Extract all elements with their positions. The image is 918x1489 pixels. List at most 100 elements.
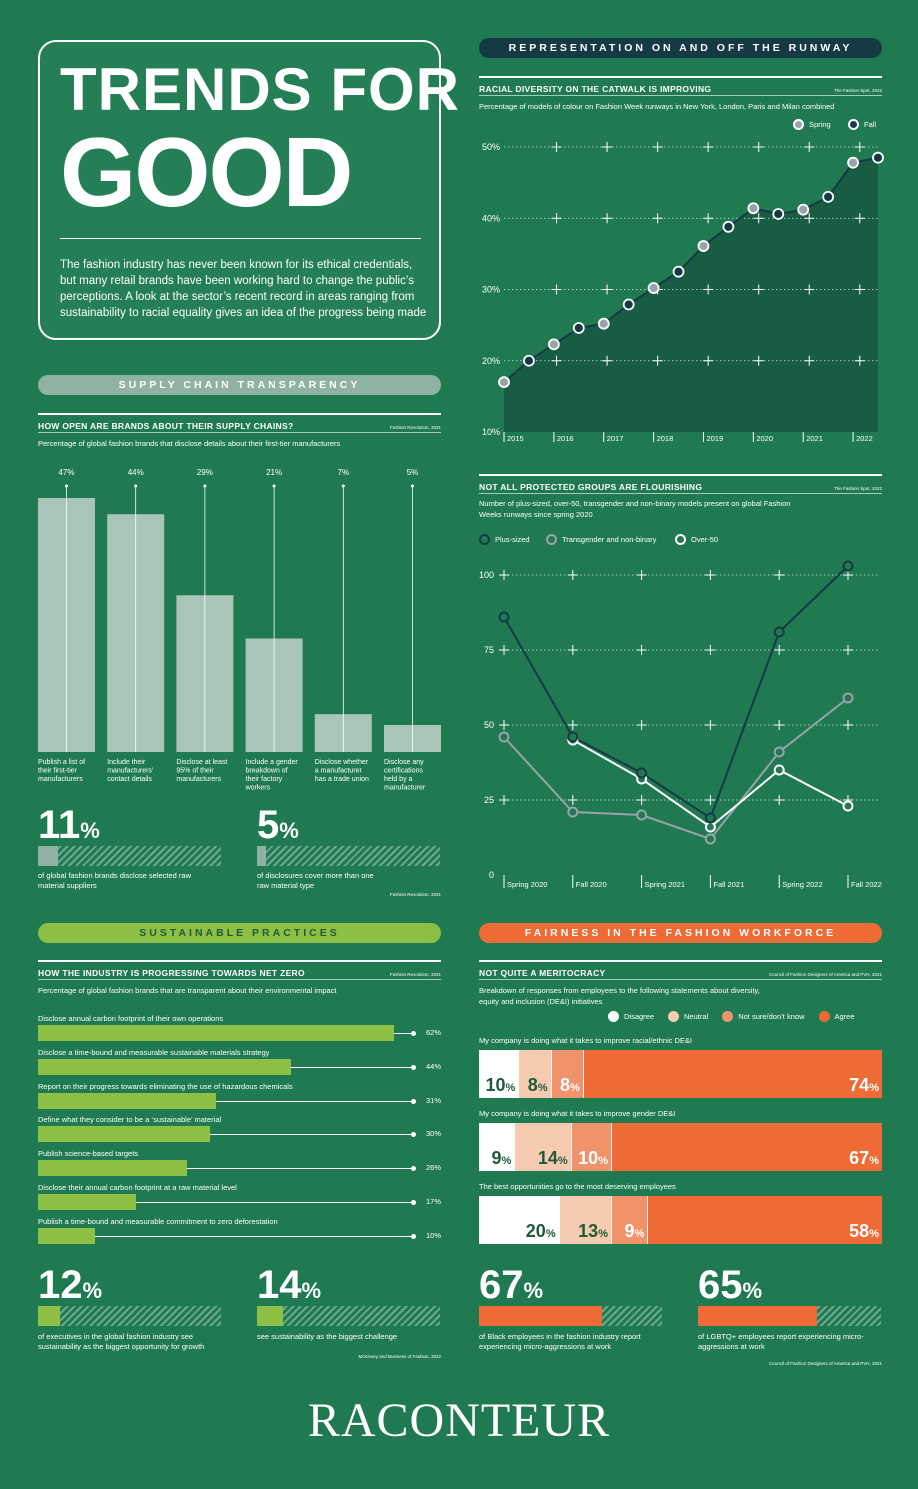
meritocracy-chart-subtitle: Breakdown of responses from employees to… [479, 986, 760, 1006]
supply-chart-title: HOW OPEN ARE BRANDS ABOUT THEIR SUPPLY C… [38, 421, 294, 431]
grid-cross [774, 645, 785, 655]
label-line: Publish a list of [38, 759, 85, 766]
grid-cross [551, 284, 562, 295]
series-line [503, 697, 849, 841]
bar-category-label: Publish a list of their first-tier manufac… [38, 759, 85, 783]
stack-segment: 67% [611, 1123, 882, 1171]
stat-bar-track [257, 846, 440, 866]
legend-dot [818, 1011, 830, 1022]
label-line: workers [245, 785, 271, 792]
grid-cross [843, 645, 853, 655]
legend-dot [675, 534, 686, 545]
x-tick-label: 2022 [856, 434, 873, 443]
y-tick-label: 75 [484, 645, 494, 655]
grid-cross [705, 720, 716, 730]
bar-category-label: Disclose whether a manufacturer has a trad… [315, 759, 369, 783]
stat-bar-track [38, 1306, 221, 1326]
data-point [722, 220, 735, 233]
x-tick-label: 2016 [557, 434, 574, 443]
x-tick-label: 2019 [706, 434, 723, 443]
stat-text-11: of global fashion brands disclose select… [38, 871, 192, 890]
stat-source: Council of Fashion Designers of America … [768, 1361, 882, 1366]
racial-area-chart: 10% 20% 30% 40% 50% 2015 2016 2017 2018 2019 2020 2… [482, 142, 884, 443]
data-point [872, 151, 884, 164]
hbar [38, 1025, 395, 1041]
hbar-end-dot [411, 1233, 416, 1239]
hbar-value: 26% [425, 1163, 441, 1173]
data-point [498, 376, 510, 389]
x-tick-label: Fall 2022 [851, 880, 882, 889]
data-point [847, 156, 859, 169]
legend-plus-sized: Plus-sized [479, 534, 530, 545]
x-tick-label: Fall 2020 [576, 880, 607, 889]
grid-cross [602, 284, 613, 295]
label-line: a manufacturer [315, 768, 363, 775]
meritocracy-stacked-chart: My company is doing what it takes to imp… [479, 1036, 882, 1246]
meritocracy-chart-source: Council of Fashion Designers of America … [768, 972, 882, 977]
hbar [38, 1227, 96, 1244]
label-line: their first-tier [38, 768, 78, 775]
meritocracy-legend: Disagree Neutral Not sure/don’t know Agree [608, 1011, 855, 1022]
grid-cross [602, 142, 613, 152]
grid-cross [602, 213, 613, 224]
legend-label: Disagree [624, 1012, 655, 1021]
x-tick-label: Spring 2021 [645, 880, 685, 889]
stack-segment: 74% [583, 1050, 882, 1098]
data-point [636, 809, 648, 821]
y-tick-label: 0 [489, 870, 494, 880]
data-point [842, 800, 854, 812]
hbar-value: 10% [425, 1230, 441, 1240]
bar-guide-dot [65, 484, 68, 488]
hbar-track [38, 1100, 413, 1102]
grid-cross [804, 284, 815, 295]
section-rule [38, 960, 441, 962]
bar-guide-dot [203, 484, 207, 488]
stat-text-67: of Black employees in the fashion indust… [479, 1332, 641, 1351]
label-line: their factory [246, 776, 283, 783]
intro-text: The fashion industry has never been know… [60, 259, 427, 319]
racial-chart-title: RACIAL DIVERSITY ON THE CATWALK IS IMPRO… [479, 84, 712, 94]
grid-cross [636, 795, 647, 805]
legend-dot [668, 1011, 680, 1022]
stat-bar-track [698, 1306, 881, 1326]
section-pill-supply: SUPPLY CHAIN TRANSPARENCY [38, 375, 441, 395]
hbar-label: Define what they consider to be a ‘susta… [38, 1115, 222, 1125]
stat-value-5: 5% [257, 803, 299, 847]
grid-cross [499, 720, 509, 730]
hbar-label: Disclose annual carbon footprint of thei… [38, 1014, 224, 1023]
hbar-label: Disclose a time-bound and measurable sus… [38, 1047, 270, 1057]
supply-chart-source: Fashion Revolution, 2021 [389, 425, 441, 430]
label-line: manufacturer [384, 785, 426, 792]
stack-segment-label: 10% [578, 1148, 608, 1168]
grid-cross [636, 720, 647, 730]
label-line: Disclose any [384, 759, 424, 766]
stacked-bar: 10% 8% 8% 74% [479, 1050, 882, 1098]
hbar [38, 1194, 136, 1210]
hbar-value: 31% [425, 1095, 441, 1105]
bar-value-label: 44% [128, 468, 144, 477]
label-line: Disclose whether [315, 759, 369, 766]
data-point [672, 265, 685, 278]
grid-cross [705, 795, 716, 805]
y-tick-label: 30% [482, 285, 500, 295]
label-line: Disclose at least [176, 759, 227, 766]
hbar-row: Disclose a time-bound and measurable sus… [38, 1046, 441, 1080]
bar-value-label: 29% [197, 468, 213, 477]
legend-label: Not sure/don’t know [738, 1012, 805, 1021]
hbar-value: 62% [425, 1028, 441, 1037]
data-point [842, 560, 854, 572]
series-line [503, 565, 849, 820]
section-rule [479, 76, 882, 78]
stat-bar-fill [257, 1306, 283, 1326]
stack-segment-label: 9% [624, 1221, 645, 1241]
grid-cross [843, 720, 853, 730]
hbar-end-dot [411, 1166, 416, 1172]
bar-category-label: Disclose at least 95% of their manufacture… [176, 759, 227, 783]
label-line: breakdown of [246, 768, 288, 775]
grid-cross [774, 570, 785, 580]
data-point [842, 692, 854, 704]
stat-value-65: 65% [698, 1263, 763, 1307]
stack-segment-label: 8% [559, 1075, 580, 1095]
stack-row-label: The best opportunities go to the most de… [479, 1182, 676, 1191]
hbar-label: Publish a time-bound and measurable comm… [38, 1216, 278, 1226]
